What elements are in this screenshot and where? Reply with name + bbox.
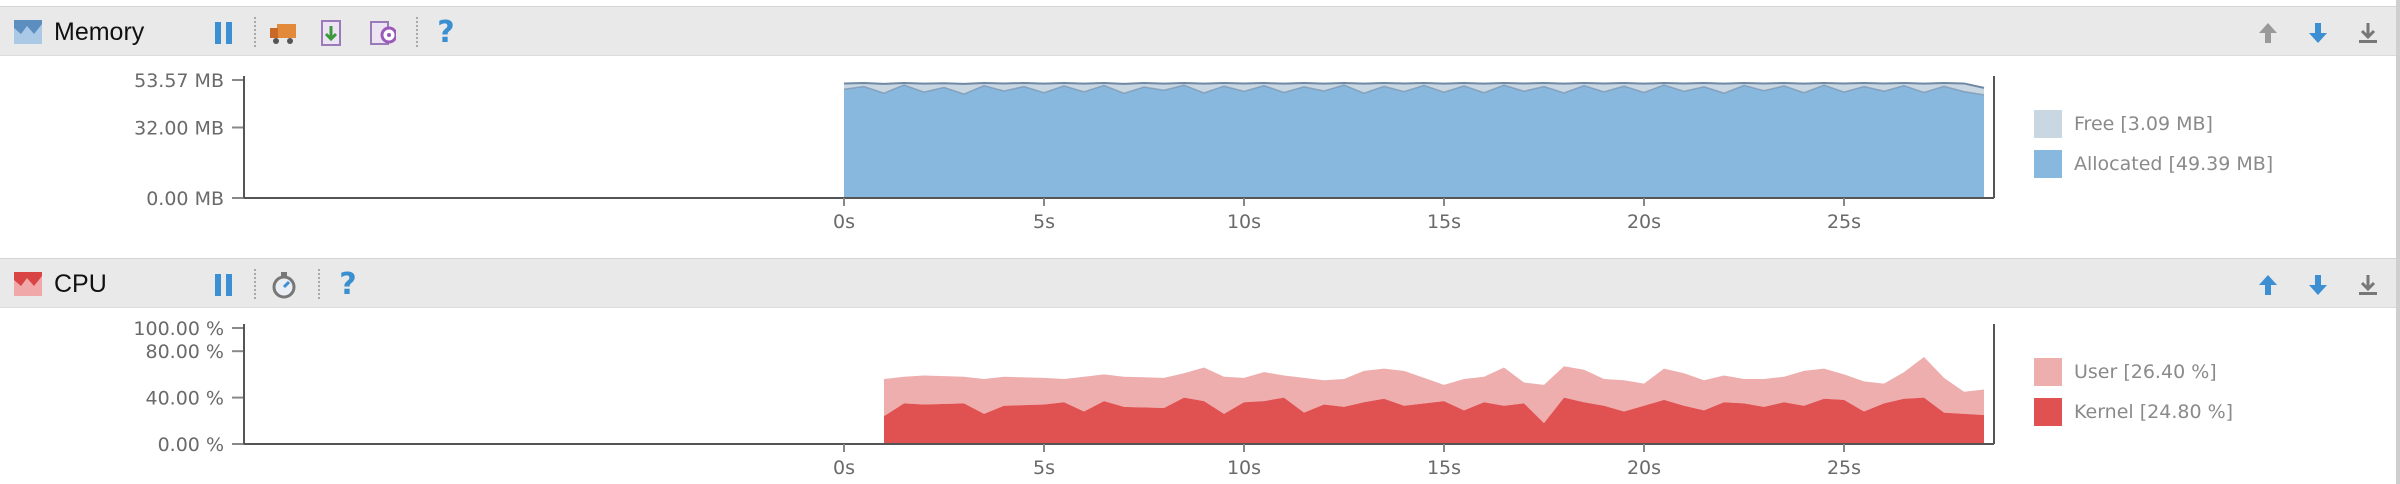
minimize-button[interactable] xyxy=(2354,19,2382,47)
cpu-chart-icon xyxy=(14,272,42,296)
legend-item-user: User [26.40 %] xyxy=(2034,352,2233,392)
y-tick-label: 80.00 % xyxy=(146,341,225,363)
y-tick-label: 0.00 % xyxy=(158,434,224,456)
x-tick-label: 25s xyxy=(1827,211,1861,233)
memory-legend: Free [3.09 MB] Allocated [49.39 MB] xyxy=(2034,104,2273,184)
method-trace-button[interactable] xyxy=(270,271,298,299)
stopwatch-icon xyxy=(272,272,296,299)
legend-item-free: Free [3.09 MB] xyxy=(2034,104,2273,144)
arrow-down-icon xyxy=(2309,275,2327,295)
minimize-icon xyxy=(2359,23,2377,43)
memory-chart: 53.57 MB 32.00 MB 0.00 MB 0s 5s 10s 15s 20s 25s … xyxy=(0,56,2400,252)
window-edge xyxy=(2396,0,2400,484)
toolbar-separator xyxy=(254,17,256,47)
minimize-icon xyxy=(2359,275,2377,295)
x-tick-label: 20s xyxy=(1627,457,1661,479)
x-tick-label: 15s xyxy=(1427,457,1461,479)
pause-memory-button[interactable] xyxy=(210,19,238,47)
move-down-button[interactable] xyxy=(2304,271,2332,299)
move-down-button[interactable] xyxy=(2304,19,2332,47)
cpu-toolbar: CPU ? xyxy=(0,258,2400,308)
x-tick-label: 5s xyxy=(1033,211,1055,233)
legend-label-free: Free [3.09 MB] xyxy=(2074,113,2213,135)
pause-cpu-button[interactable] xyxy=(210,271,238,299)
dump-heap-icon xyxy=(321,20,341,46)
arrow-down-icon xyxy=(2309,23,2327,43)
memory-chart-svg: 53.57 MB 32.00 MB 0.00 MB 0s 5s 10s 15s 20s 25s xyxy=(134,70,1995,233)
help-button[interactable]: ? xyxy=(334,267,362,302)
cpu-title: CPU xyxy=(54,270,107,298)
y-tick-label: 32.00 MB xyxy=(134,118,224,140)
allocation-tracking-button[interactable] xyxy=(368,19,396,47)
cpu-panel: CPU ? 100.00 % 80.00 % 40.00 % 0.00 % 0s 5s 10… xyxy=(0,252,2400,484)
x-tick-label: 10s xyxy=(1227,211,1261,233)
legend-swatch-kernel xyxy=(2034,398,2062,426)
legend-label-user: User [26.40 %] xyxy=(2074,361,2217,383)
y-tick-label: 0.00 MB xyxy=(146,188,224,210)
help-button[interactable]: ? xyxy=(432,15,460,50)
toolbar-separator xyxy=(254,269,256,299)
memory-allocated-area xyxy=(844,85,1984,198)
help-icon: ? xyxy=(437,15,455,50)
legend-swatch-allocated xyxy=(2034,150,2062,178)
memory-title: Memory xyxy=(54,18,145,46)
legend-swatch-user xyxy=(2034,358,2062,386)
legend-item-allocated: Allocated [49.39 MB] xyxy=(2034,144,2273,184)
help-icon: ? xyxy=(339,267,357,302)
cpu-chart-svg: 100.00 %80.00 % 40.00 % 0.00 % 0s 5s 10s 15s 20… xyxy=(133,318,1995,479)
x-tick-label: 15s xyxy=(1427,211,1461,233)
minimize-button[interactable] xyxy=(2354,271,2382,299)
memory-panel: Memory ? 53.57 MB 32.00 MB 0.00 MB 0s 5s 10s 1… xyxy=(0,6,2400,252)
legend-label-allocated: Allocated [49.39 MB] xyxy=(2074,153,2274,175)
initiate-gc-button[interactable] xyxy=(268,19,296,47)
x-tick-label: 0s xyxy=(833,457,855,479)
y-tick-label: 53.57 MB xyxy=(134,70,224,92)
cpu-legend: User [26.40 %] Kernel [24.80 %] xyxy=(2034,352,2233,432)
arrow-up-icon xyxy=(2259,23,2277,43)
toolbar-separator xyxy=(318,269,320,299)
x-tick-label: 5s xyxy=(1033,457,1055,479)
pause-icon xyxy=(215,22,232,44)
memory-allocated-line xyxy=(843,84,1985,96)
y-tick-label: 100.00 % xyxy=(133,318,224,340)
allocation-tracking-icon xyxy=(370,21,396,45)
garbage-truck-icon xyxy=(270,24,296,44)
x-tick-label: 25s xyxy=(1827,457,1861,479)
x-tick-label: 20s xyxy=(1627,211,1661,233)
y-tick-label: 40.00 % xyxy=(146,388,225,410)
legend-item-kernel: Kernel [24.80 %] xyxy=(2034,392,2233,432)
legend-swatch-free xyxy=(2034,110,2062,138)
x-tick-label: 10s xyxy=(1227,457,1261,479)
pause-icon xyxy=(215,274,232,296)
cpu-user-area xyxy=(884,357,1984,424)
memory-free-area xyxy=(844,83,1984,95)
memory-chart-icon xyxy=(14,20,42,44)
cpu-chart: 100.00 % 80.00 % 40.00 % 0.00 % 0s 5s 10s 15s 20… xyxy=(0,308,2400,484)
memory-toolbar: Memory ? xyxy=(0,6,2400,56)
legend-label-kernel: Kernel [24.80 %] xyxy=(2074,401,2234,423)
move-up-button[interactable] xyxy=(2254,19,2282,47)
toolbar-separator xyxy=(416,17,418,47)
memory-total-line xyxy=(843,82,1985,89)
x-tick-label: 0s xyxy=(833,211,855,233)
cpu-kernel-area xyxy=(884,397,1984,444)
move-up-button[interactable] xyxy=(2254,271,2282,299)
dump-heap-button[interactable] xyxy=(318,19,346,47)
arrow-up-icon xyxy=(2259,275,2277,295)
